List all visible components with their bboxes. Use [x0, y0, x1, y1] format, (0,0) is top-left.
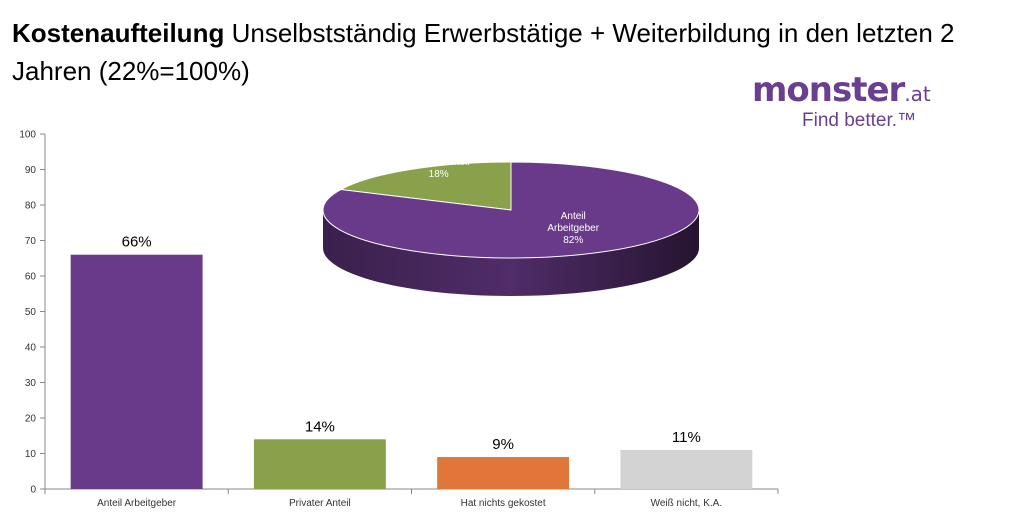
- pie-slice-label: Privater Anteil 18%: [408, 157, 470, 180]
- bar: [70, 254, 203, 489]
- pie-chart: Privater Anteil 18% Anteil Arbeitgeber 82%: [322, 157, 700, 296]
- pie-slice-label: Anteil Arbeitgeber 82%: [547, 211, 599, 246]
- y-tick-label: 100: [19, 130, 36, 141]
- pie-slice: [339, 161, 512, 211]
- bar: [620, 449, 753, 489]
- bar-data-label: 14%: [305, 418, 335, 435]
- y-tick-label: 30: [25, 378, 37, 389]
- y-tick-label: 90: [25, 165, 37, 176]
- y-tick-label: 60: [25, 272, 37, 283]
- x-category-label: Anteil Arbeitgeber: [97, 498, 177, 509]
- title-bold: Kostenaufteilung: [12, 18, 225, 48]
- y-tick-label: 70: [25, 236, 37, 247]
- bar-chart: 0 10 20 30 40 50 60 70 80 90 100 66% Anteil Arbeitge…: [19, 130, 779, 509]
- x-category-label: Weiß nicht, K.A.: [651, 498, 723, 509]
- bar-data-label: 9%: [492, 436, 514, 453]
- logo-wordmark: monster.at: [752, 72, 931, 112]
- y-tick-label: 10: [25, 449, 37, 460]
- bar: [437, 457, 570, 489]
- x-category-label: Privater Anteil: [289, 498, 351, 509]
- y-tick-label: 50: [25, 307, 37, 318]
- title-rest: Unselbstständig Erwerbstätige + Weiterbi…: [12, 18, 955, 86]
- pie-slice: [322, 161, 700, 259]
- bar-data-label: 66%: [122, 234, 152, 251]
- pie-slice-side: [323, 210, 699, 296]
- y-tick-label: 20: [25, 414, 37, 425]
- y-tick-label: 80: [25, 201, 37, 212]
- bar-data-label: 11%: [672, 429, 701, 446]
- monster-logo: monster.at Find better.™: [752, 72, 992, 132]
- logo-word: monster: [752, 70, 905, 110]
- logo-suffix: .at: [904, 82, 931, 106]
- y-tick-label: 0: [30, 485, 36, 496]
- y-tick-label: 40: [25, 343, 37, 354]
- logo-tagline: Find better.™: [802, 110, 917, 131]
- chart-title: Kostenaufteilung Unselbstständig Erwerbs…: [12, 14, 972, 90]
- bar: [253, 439, 386, 489]
- x-category-label: Hat nichts gekostet: [461, 498, 546, 509]
